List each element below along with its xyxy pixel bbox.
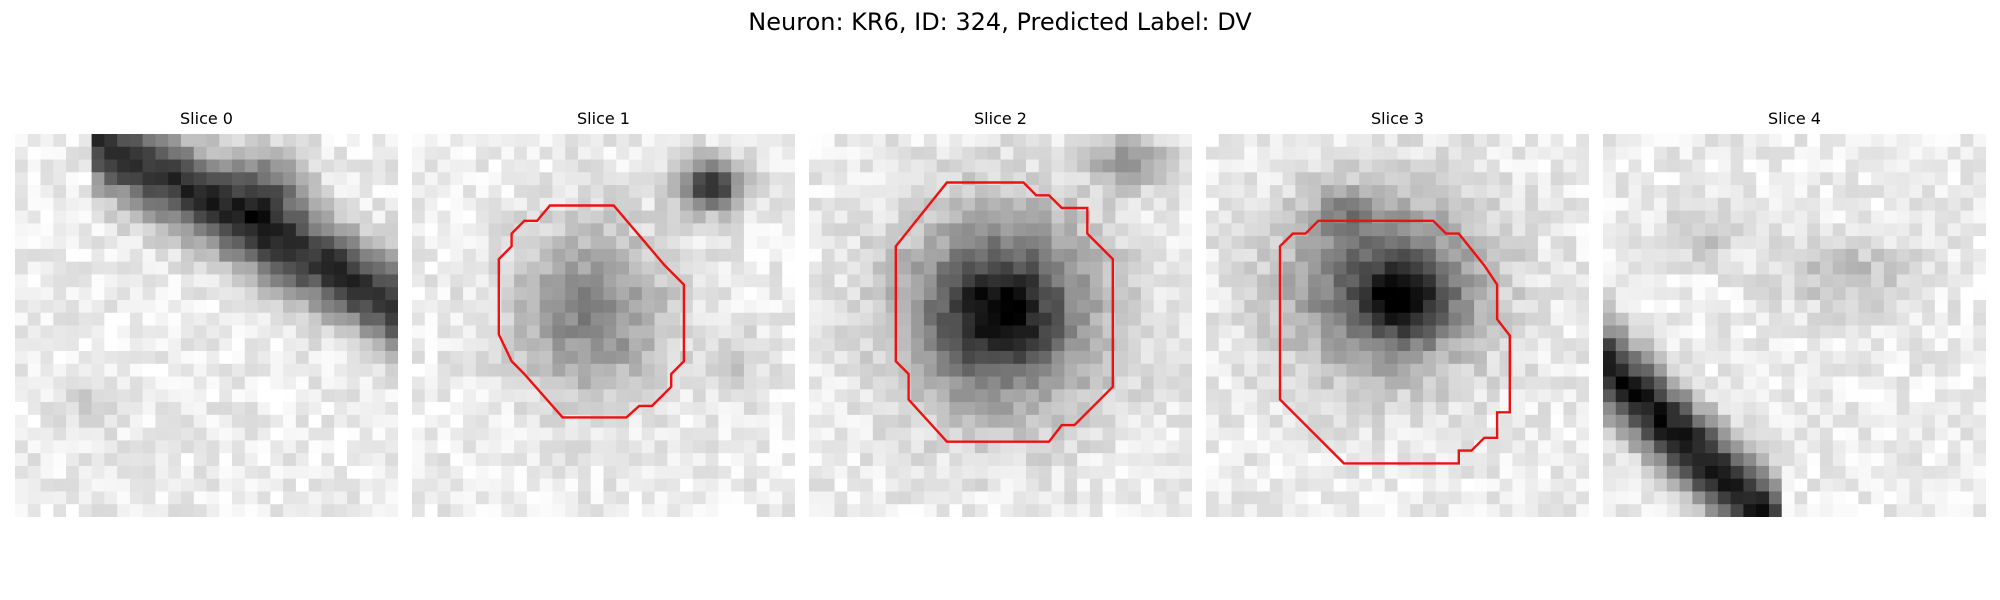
slice-0-image (15, 134, 398, 517)
slice-1-title: Slice 1 (577, 109, 630, 128)
slice-4-image (1603, 134, 1986, 517)
slice-2-image (809, 134, 1192, 517)
slice-1-panel (412, 134, 795, 517)
slice-2-panel (809, 134, 1192, 517)
slice-3-title: Slice 3 (1371, 109, 1424, 128)
slice-3-image (1206, 134, 1589, 517)
segmentation-contour (497, 204, 686, 419)
slice-3-panel (1206, 134, 1589, 517)
slice-0-title: Slice 0 (180, 109, 233, 128)
slice-0-panel (15, 134, 398, 517)
slice-4-title: Slice 4 (1768, 109, 1821, 128)
slice-2-title: Slice 2 (974, 109, 1027, 128)
slice-1-image (412, 134, 795, 517)
slice-4-panel (1603, 134, 1986, 517)
figure-title: Neuron: KR6, ID: 324, Predicted Label: D… (748, 8, 1252, 36)
segmentation-contour (1278, 219, 1511, 465)
segmentation-contour (894, 181, 1114, 443)
